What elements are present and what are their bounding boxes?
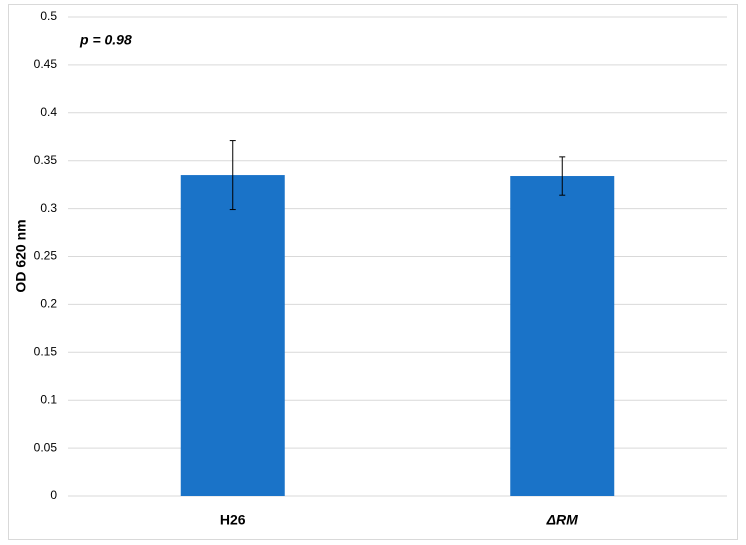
y-tick-label: 0.05	[34, 440, 58, 454]
y-tick-label: 0.25	[34, 249, 58, 263]
y-tick-label: 0.5	[40, 9, 57, 23]
y-tick-label: 0.3	[40, 201, 57, 215]
bar	[510, 176, 615, 496]
y-tick-label: 0.1	[40, 392, 57, 406]
bar	[180, 175, 285, 496]
y-tick-label: 0.2	[40, 297, 57, 311]
y-tick-label: 0.15	[34, 344, 58, 358]
y-tick-label: 0.45	[34, 57, 58, 71]
y-tick-label: 0.35	[34, 153, 58, 167]
chart-frame	[8, 4, 738, 540]
y-tick-label: 0.4	[40, 105, 57, 119]
x-tick-label: H26	[220, 512, 246, 528]
y-axis-label: OD 620 nm	[13, 219, 29, 292]
y-tick-label: 0	[50, 488, 57, 502]
x-tick-label: ΔRM	[546, 512, 579, 528]
annotation: p = 0.98	[79, 32, 132, 48]
